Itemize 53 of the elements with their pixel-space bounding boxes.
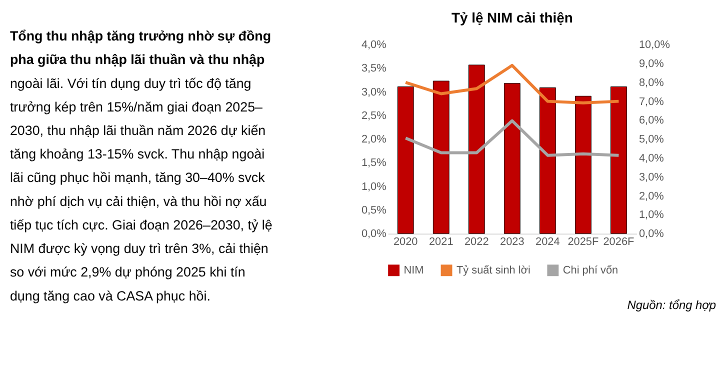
x-tick-label: 2026F — [603, 236, 635, 248]
bar — [504, 83, 520, 234]
bar — [468, 64, 485, 234]
x-tick-label: 2024 — [536, 236, 560, 248]
chart-title: Tỷ lệ NIM cải thiện — [451, 10, 573, 26]
text: pha giữa thu nhập lãi thuần và thu nhập — [10, 52, 265, 68]
y2-tick-label: 8,0% — [638, 76, 664, 89]
x-tick-label: 2022 — [464, 236, 489, 248]
text: trưởng kép trên 15%/năm giai đoạn 2025– — [10, 99, 264, 114]
y-tick-label: 2,5% — [361, 110, 387, 122]
text: Tổng thu nhập tăng trưởng nhờ sự đồng — [10, 28, 272, 44]
y2-tick-label: 6,0% — [638, 114, 664, 127]
x-tick-label: 2020 — [393, 236, 418, 248]
bar — [432, 80, 450, 234]
x-tick-label: 2025F — [568, 236, 600, 248]
text: ngoài lãi. Với tín dụng duy trì tốc độ tăng — [10, 76, 252, 91]
text: nhờ phí dịch vụ cải thiện, và thu hồi nợ xấu — [10, 194, 267, 209]
y2-tick-label: 3,0% — [638, 171, 664, 184]
bar — [397, 86, 414, 234]
text: lãi cũng phục hồi mạnh, tăng 30–40% svck — [10, 170, 266, 186]
bar — [574, 96, 592, 234]
y-tick-label: 0,0% — [361, 228, 387, 240]
y2-tick-label: 4,0% — [638, 152, 664, 164]
y2-tick-label: 1,0% — [638, 209, 664, 222]
y-tick-label: 2,0% — [361, 134, 387, 146]
y2-tick-label: 9,0% — [638, 58, 664, 70]
legend-label: NIM — [404, 264, 424, 276]
y-tick-label: 3,5% — [361, 62, 387, 75]
x-tick-label: 2021 — [428, 236, 454, 248]
line-series — [404, 64, 620, 104]
line-series — [404, 119, 620, 157]
text: dụng tăng cao và CASA phục hồi. — [10, 288, 210, 304]
y-tick-label: 1,0% — [361, 180, 387, 193]
text: Nguồn: tổng hợp — [627, 298, 716, 312]
legend-label: Tỷ suất sinh lời — [456, 264, 530, 276]
text: tăng khoảng 13-15% svck. Thu nhập ngoài — [10, 146, 265, 162]
text: NIM được kỳ vọng duy trì trên 3%, cải thiện — [10, 241, 268, 256]
y2-tick-label: 0,0% — [638, 228, 664, 240]
bar — [539, 87, 556, 234]
y2-tick-label: 7,0% — [638, 96, 664, 108]
y-tick-label: 3,0% — [361, 86, 387, 98]
text: tiếp tục tích cực. Giai đoạn 2026–2030, tỷ lệ — [10, 217, 272, 232]
y-tick-label: 4,0% — [361, 39, 387, 52]
x-tick-label: 2023 — [500, 236, 524, 248]
text: 2030, thu nhập lãi thuần năm 2026 dự kiến — [10, 123, 266, 138]
y-tick-label: 1,5% — [361, 157, 387, 170]
y2-tick-label: 2,0% — [638, 190, 664, 202]
legend-label: Chi phí vốn — [562, 264, 618, 276]
y-tick-label: 0,5% — [361, 204, 387, 216]
y2-tick-label: 10,0% — [638, 39, 670, 52]
bar — [610, 86, 627, 234]
text: so với mức 2,9% dự phóng 2025 khi tín — [10, 264, 246, 280]
y2-tick-label: 5,0% — [638, 134, 664, 146]
